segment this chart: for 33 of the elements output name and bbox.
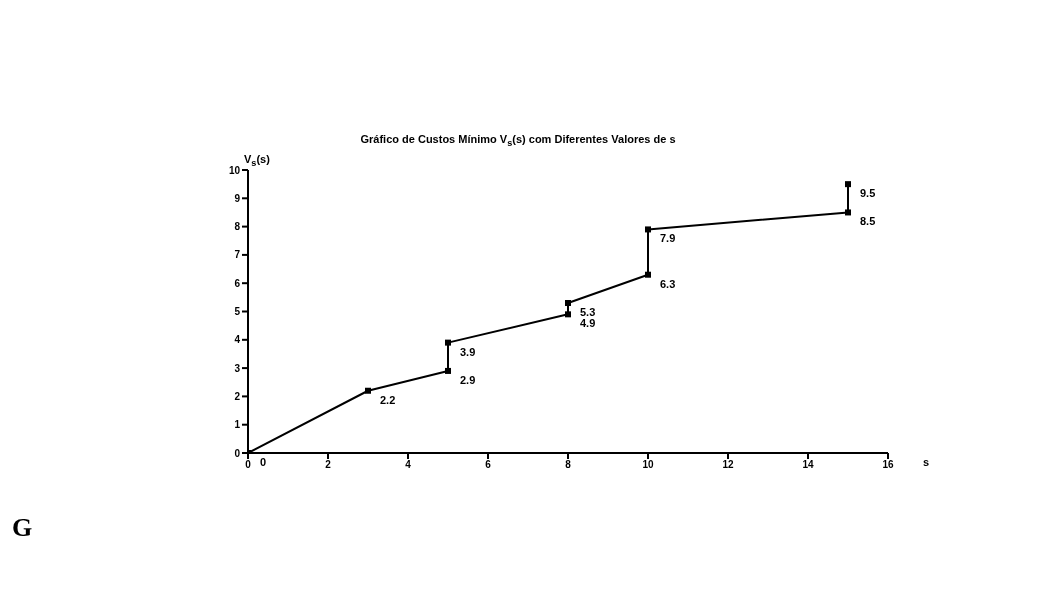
x-tick-label: 12 xyxy=(722,459,734,471)
y-axis-title: V$_{s}$(s) xyxy=(244,153,270,169)
data-label: 5.3 xyxy=(580,305,596,318)
x-tick-label: 4 xyxy=(405,459,412,471)
x-tick-label: 16 xyxy=(882,459,894,471)
data-label: 7.9 xyxy=(660,232,676,245)
y-tick-label: 4 xyxy=(234,334,241,346)
y-tick-label: 5 xyxy=(234,306,241,318)
x-tick-label: 8 xyxy=(565,459,572,471)
y-tick-label: 9 xyxy=(234,192,241,204)
data-label: 8.5 xyxy=(860,215,876,228)
y-tick-label: 0 xyxy=(234,447,241,459)
data-label: 6.3 xyxy=(660,277,676,290)
data-label: 9.5 xyxy=(860,187,876,200)
y-tick-label: 1 xyxy=(234,419,241,431)
y-tick-label: 8 xyxy=(234,221,241,233)
x-tick-label: 10 xyxy=(642,459,654,471)
x-axis-title: s xyxy=(923,456,930,468)
data-label: 2.9 xyxy=(460,373,476,386)
y-tick-label: 3 xyxy=(234,362,241,374)
y-tick-label: 2 xyxy=(234,390,241,402)
y-tick-label: 10 xyxy=(228,164,241,176)
x-tick-label: 6 xyxy=(485,459,492,471)
data-label: 3.9 xyxy=(460,345,476,358)
data-label: 4.9 xyxy=(580,317,596,330)
x-tick-label: 14 xyxy=(802,459,814,471)
data-label: 2.2 xyxy=(380,393,396,406)
x-tick-label: 0 xyxy=(245,459,252,471)
x-tick-label: 2 xyxy=(325,459,332,471)
y-tick-label: 7 xyxy=(234,249,241,261)
chart-title: Gráfico de Custos Mínimo V$_{s}$(s) com Diferentes Valores de s xyxy=(359,133,677,149)
y-tick-label: 6 xyxy=(234,277,241,289)
text: G xyxy=(12,513,33,543)
